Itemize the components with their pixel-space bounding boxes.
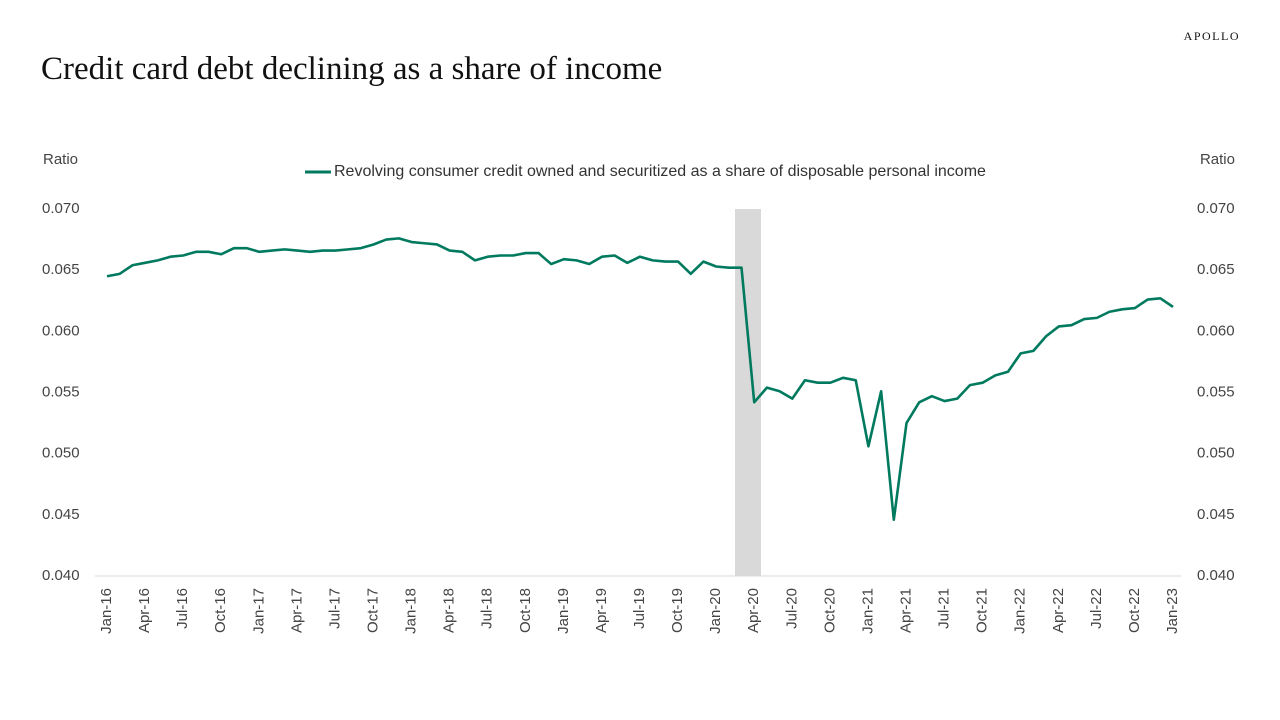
y-tick-label: 0.055: [42, 383, 80, 400]
y-tick-label: 0.050: [42, 445, 80, 462]
x-tick-label: Jan-16: [98, 588, 115, 634]
x-tick-label: Oct-18: [517, 588, 534, 633]
y-axis-title: Ratio: [43, 151, 78, 168]
brand: APOLLO: [1184, 29, 1240, 43]
y2-tick-label: 0.065: [1197, 261, 1235, 278]
x-tick-label: Apr-18: [441, 588, 458, 633]
legend-label: Revolving consumer credit owned and secu…: [334, 163, 986, 180]
y2-tick-label: 0.050: [1197, 445, 1235, 462]
x-tick-label: Jul-18: [479, 588, 496, 629]
y-tick-label: 0.045: [42, 506, 80, 523]
x-tick-label: Oct-19: [669, 588, 686, 633]
series-line: [106, 237, 1174, 522]
x-tick-label: Jul-22: [1088, 588, 1105, 629]
x-tick-label: Oct-17: [364, 588, 381, 633]
x-tick-label: Jan-23: [1164, 588, 1181, 634]
x-tick-label: Apr-22: [1050, 588, 1067, 633]
y-tick-label: 0.070: [42, 200, 80, 217]
chart-title: Credit card debt declining as a share of…: [41, 51, 662, 87]
y2-axis-title: Ratio: [1200, 151, 1235, 168]
x-tick-label: Apr-16: [136, 588, 153, 633]
x-tick-label: Apr-20: [745, 588, 762, 633]
y2-tick-label: 0.070: [1197, 200, 1235, 217]
y2-tick-label: 0.040: [1197, 567, 1235, 584]
y-tick-label: 0.065: [42, 261, 80, 278]
x-tick-label: Jul-20: [783, 588, 800, 629]
y-tick-label: 0.040: [42, 567, 80, 584]
x-tick-label: Jan-20: [707, 588, 724, 634]
y2-tick-label: 0.060: [1197, 322, 1235, 339]
x-tick-label: Jul-17: [326, 588, 343, 629]
y2-tick-label: 0.055: [1197, 383, 1235, 400]
x-tick-label: Jan-17: [250, 588, 267, 634]
x-tick-label: Oct-16: [212, 588, 229, 633]
x-tick-label: Oct-22: [1126, 588, 1143, 633]
x-tick-label: Apr-21: [897, 588, 914, 633]
x-tick-label: Jul-16: [174, 588, 191, 629]
y-tick-label: 0.060: [42, 322, 80, 339]
x-tick-label: Jan-19: [555, 588, 572, 634]
x-tick-label: Apr-17: [288, 588, 305, 633]
x-tick-label: Jul-19: [631, 588, 648, 629]
x-tick-label: Apr-19: [593, 588, 610, 633]
recession-shading: [735, 209, 761, 576]
x-tick-label: Jul-21: [936, 588, 953, 629]
x-tick-label: Oct-21: [974, 588, 991, 633]
x-tick-label: Oct-20: [821, 588, 838, 633]
x-tick-label: Jan-22: [1012, 588, 1029, 634]
y2-tick-label: 0.045: [1197, 506, 1235, 523]
x-tick-label: Jan-21: [859, 588, 876, 634]
x-tick-label: Jan-18: [403, 588, 420, 634]
